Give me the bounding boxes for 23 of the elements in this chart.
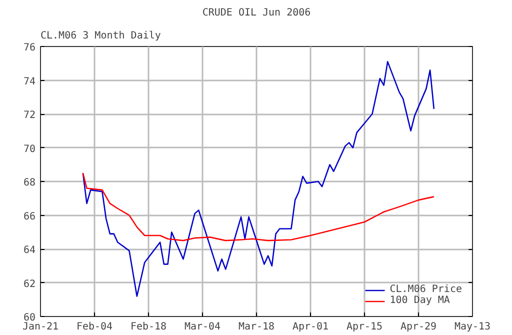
line-series (82, 172, 435, 242)
x-tick-label: Mar-04 (184, 322, 221, 332)
x-tick-label: Mar-18 (238, 322, 275, 332)
x-tick-label: Jan-21 (22, 322, 59, 332)
legend-label: CL.M06 Price (390, 284, 462, 295)
legend-label: 100 Day MA (390, 295, 450, 306)
x-tick-label: Feb-04 (76, 322, 113, 332)
y-tick-label: 60 (23, 312, 36, 324)
x-tick-label: May-13 (454, 322, 491, 332)
y-tick-label: 62 (23, 278, 36, 290)
x-tick-label: Apr-29 (400, 322, 437, 332)
y-tick-label: 70 (23, 144, 36, 155)
chart-title: CRUDE OIL Jun 2006 (202, 8, 311, 18)
y-tick-label: 68 (23, 178, 36, 188)
x-tick-label: Apr-15 (346, 322, 383, 332)
y-tick-label: 76 (23, 42, 36, 54)
x-tick-label: Apr-01 (292, 322, 329, 332)
y-tick-label: 64 (23, 245, 36, 256)
y-tick-label: 74 (23, 76, 36, 88)
x-tick-label: Feb-18 (130, 322, 167, 332)
y-tick-label: 66 (23, 211, 36, 222)
y-tick-label: 72 (23, 110, 36, 121)
text: CL.M06 3 Month Daily (40, 30, 161, 42)
